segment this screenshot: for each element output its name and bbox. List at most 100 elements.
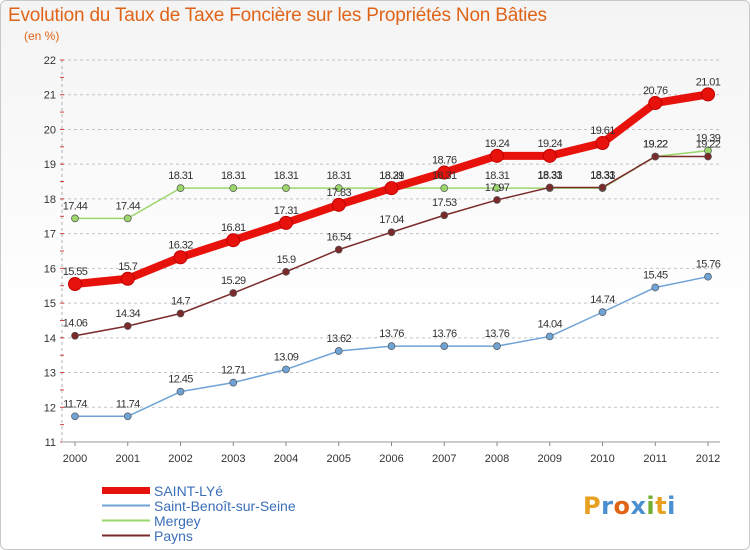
- data-label-saint-lye-2007: 18.76: [432, 155, 457, 167]
- data-point-saint-benoit-2005: [334, 347, 343, 355]
- data-label-mergey-2011: 19.22: [643, 139, 668, 151]
- data-label-saint-lye-2012: 21.01: [696, 76, 721, 88]
- legend-label-saint-benoit: Saint-Benoît-sur-Seine: [154, 497, 296, 514]
- data-label-saint-lye-2006: 18.31: [379, 170, 404, 182]
- data-label-saint-benoit-2000: 11.74: [63, 398, 87, 410]
- data-point-mergey-2000: [71, 214, 79, 223]
- y-tick-label-20: 20: [44, 124, 56, 136]
- data-label-mergey-2010: 18.31: [590, 170, 615, 182]
- data-point-saint-benoit-2000: [71, 412, 79, 421]
- data-label-mergey-2002: 18.31: [168, 170, 193, 182]
- data-label-mergey-2008: 18.31: [485, 170, 510, 182]
- data-point-saint-lye-2004: [279, 215, 293, 230]
- data-label-mergey-2007: 18.31: [432, 170, 457, 182]
- data-label-mergey-2000: 17.44: [63, 200, 88, 212]
- data-label-saint-benoit-2010: 14.74: [590, 294, 615, 306]
- data-label-saint-benoit-2012: 15.76: [696, 259, 721, 271]
- legend-swatch-payns: [102, 534, 150, 537]
- data-label-saint-benoit-2003: 12.71: [221, 365, 246, 377]
- data-label-saint-lye-2010: 19.61: [590, 125, 615, 137]
- y-tick-label-14: 14: [44, 333, 56, 345]
- data-point-payns-2000: [71, 331, 79, 340]
- logo-letter: x: [630, 492, 647, 520]
- y-tick-label-21: 21: [44, 90, 56, 102]
- data-point-saint-lye-2008: [490, 148, 504, 163]
- data-label-mergey-2006: 18.29: [379, 170, 404, 182]
- y-tick-label-11: 11: [45, 437, 56, 449]
- data-point-payns-2006: [387, 228, 396, 237]
- data-point-payns-2010: [598, 183, 607, 192]
- data-point-saint-benoit-2011: [651, 283, 660, 292]
- data-label-payns-2000: 14.06: [63, 318, 88, 330]
- x-tick-label-2006: 2006: [379, 453, 403, 465]
- logo-letter: o: [613, 492, 631, 520]
- data-point-saint-benoit-2007: [440, 342, 449, 351]
- data-label-mergey-2012: 19.39: [696, 133, 721, 145]
- data-point-payns-2012: [704, 152, 712, 161]
- data-label-saint-benoit-2011: 15.45: [643, 269, 668, 281]
- x-tick-label-2000: 2000: [63, 453, 87, 465]
- x-tick-label-2012: 2012: [696, 453, 720, 465]
- data-point-saint-lye-2011: [648, 96, 663, 111]
- chart-title: Evolution du Taux de Taxe Foncière sur l…: [8, 5, 547, 26]
- logo-letter: i: [646, 492, 656, 520]
- data-label-saint-lye-2004: 17.31: [274, 205, 299, 217]
- data-point-saint-benoit-2006: [387, 342, 396, 351]
- data-label-mergey-2009: 18.31: [537, 170, 562, 182]
- legend-item-mergey: Mergey: [102, 512, 296, 529]
- x-tick-label-2010: 2010: [590, 453, 614, 465]
- data-label-saint-benoit-2006: 13.76: [379, 328, 404, 340]
- data-label-payns-2006: 17.04: [379, 214, 404, 226]
- data-label-saint-lye-2003: 16.81: [221, 222, 246, 234]
- data-label-saint-benoit-2004: 13.09: [274, 351, 299, 363]
- legend-label-mergey: Mergey: [154, 512, 201, 529]
- data-point-saint-lye-2012: [701, 87, 715, 102]
- data-point-payns-2001: [123, 322, 132, 330]
- data-point-payns-2004: [282, 267, 290, 276]
- data-label-saint-lye-2001: 15.7: [118, 261, 137, 273]
- data-label-mergey-2004: 18.31: [274, 170, 299, 182]
- data-label-saint-lye-2005: 17.83: [326, 187, 351, 199]
- chart-subtitle: (en %): [24, 29, 60, 43]
- data-point-saint-benoit-2002: [176, 387, 185, 396]
- data-point-saint-lye-2005: [331, 197, 346, 212]
- data-point-saint-lye-2006: [384, 181, 399, 196]
- x-tick-label-2001: 2001: [116, 453, 140, 465]
- y-tick-label-19: 19: [44, 159, 56, 171]
- logo-letter: t: [655, 492, 668, 520]
- data-point-payns-2007: [440, 211, 449, 220]
- data-label-saint-lye-2002: 16.32: [168, 239, 193, 251]
- data-label-saint-lye-2008: 19.24: [485, 138, 510, 150]
- legend-swatch-saint-benoit: [102, 504, 150, 507]
- data-label-saint-benoit-2005: 13.62: [326, 333, 351, 345]
- logo-letter: r: [601, 492, 614, 520]
- y-tick-label-18: 18: [44, 194, 56, 206]
- data-point-saint-lye-2003: [226, 233, 241, 248]
- y-tick-label-12: 12: [44, 402, 56, 414]
- x-tick-label-2009: 2009: [538, 453, 562, 465]
- data-label-payns-2007: 17.53: [432, 197, 457, 209]
- data-point-saint-lye-2001: [120, 271, 135, 286]
- data-label-mergey-2005: 18.31: [326, 170, 351, 182]
- data-point-saint-benoit-2004: [282, 365, 290, 374]
- data-point-mergey-2002: [176, 184, 185, 192]
- data-label-payns-2001: 14.34: [115, 308, 140, 320]
- data-label-payns-2010: 18.33: [590, 169, 615, 181]
- data-label-payns-2004: 15.9: [276, 254, 295, 266]
- data-label-payns-2008: 17.97: [485, 182, 510, 194]
- data-point-payns-2005: [334, 245, 343, 254]
- legend-label-payns: Payns: [154, 527, 193, 544]
- legend-item-saint-benoit: Saint-Benoît-sur-Seine: [102, 497, 296, 514]
- data-point-saint-lye-2009: [542, 148, 557, 163]
- data-label-saint-lye-2009: 19.24: [537, 138, 562, 150]
- data-point-saint-benoit-2003: [229, 378, 238, 387]
- data-point-payns-2009: [545, 183, 554, 192]
- data-label-payns-2009: 18.33: [537, 169, 562, 181]
- logo-letter: P: [583, 492, 602, 520]
- data-label-saint-benoit-2008: 13.76: [485, 328, 510, 340]
- data-label-saint-benoit-2007: 13.76: [432, 328, 457, 340]
- logo-letter: i: [667, 492, 676, 520]
- x-tick-label-2007: 2007: [432, 453, 456, 465]
- data-point-mergey-2003: [229, 184, 238, 192]
- legend-swatch-saint-lye: [102, 487, 150, 494]
